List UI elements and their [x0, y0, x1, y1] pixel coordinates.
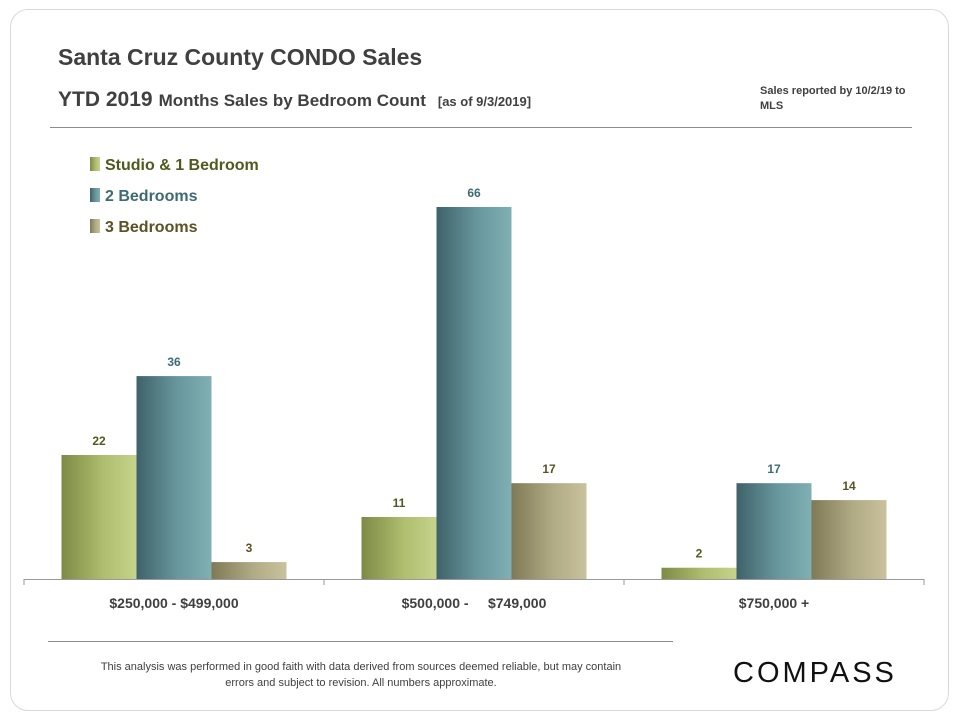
legend-swatch-studio — [90, 157, 100, 171]
bar-group: 22 36 3 11 66 17 2 17 14 — [61, 186, 887, 579]
legend-label-three-bed: 3 Bedrooms — [105, 219, 198, 236]
subtitle-rest: Months Sales by Bedroom Count — [158, 91, 426, 110]
data-label-three-bed-2: 14 — [842, 479, 856, 493]
legend-label-two-bed: 2 Bedrooms — [105, 188, 198, 205]
page-subtitle: YTD 2019 Months Sales by Bedroom Count [as… — [58, 88, 531, 112]
legend-label-studio: Studio & 1 Bedroom — [105, 157, 259, 174]
legend-swatch-three-bed — [90, 219, 100, 233]
report-note: Sales reported by 10/2/19 to MLS — [760, 85, 906, 112]
data-label-three-bed-0: 3 — [246, 541, 253, 555]
x-tick-label-1: $500,000 - $749,000 — [402, 595, 547, 611]
bar-two-bed-2 — [736, 483, 812, 579]
bar-studio-1 — [361, 517, 437, 579]
bar-studio-0 — [61, 455, 137, 579]
x-axis: $250,000 - $499,000 $500,000 - $749,000 $7… — [23, 579, 925, 611]
bar-three-bed-1 — [511, 483, 587, 579]
header-divider — [50, 127, 912, 128]
bar-three-bed-2 — [811, 500, 887, 579]
data-label-studio-1: 11 — [393, 496, 406, 510]
compass-logo: COMPASS — [733, 657, 897, 689]
data-label-studio-0: 22 — [92, 434, 106, 448]
bar-two-bed-0 — [136, 376, 212, 579]
chart-legend: Studio & 1 Bedroom 2 Bedrooms 3 Bedrooms — [90, 157, 259, 236]
disclaimer-text: This analysis was performed in good fait… — [100, 661, 622, 689]
subtitle-main: YTD 2019 — [58, 88, 153, 111]
page-title: Santa Cruz County CONDO Sales — [58, 44, 423, 70]
bar-two-bed-1 — [436, 207, 512, 579]
footer-divider — [48, 641, 673, 642]
x-tick-label-2: $750,000 + — [739, 595, 809, 611]
bar-studio-2 — [661, 567, 737, 579]
data-label-two-bed-1: 66 — [467, 186, 481, 200]
data-label-two-bed-2: 17 — [767, 462, 781, 476]
legend-swatch-two-bed — [90, 188, 100, 202]
bar-three-bed-0 — [211, 562, 287, 579]
data-label-studio-2: 2 — [696, 547, 703, 561]
data-label-two-bed-0: 36 — [167, 355, 181, 369]
x-tick-label-0: $250,000 - $499,000 — [109, 595, 238, 611]
data-label-three-bed-1: 17 — [542, 462, 556, 476]
subtitle-note: [as of 9/3/2019] — [437, 94, 532, 109]
